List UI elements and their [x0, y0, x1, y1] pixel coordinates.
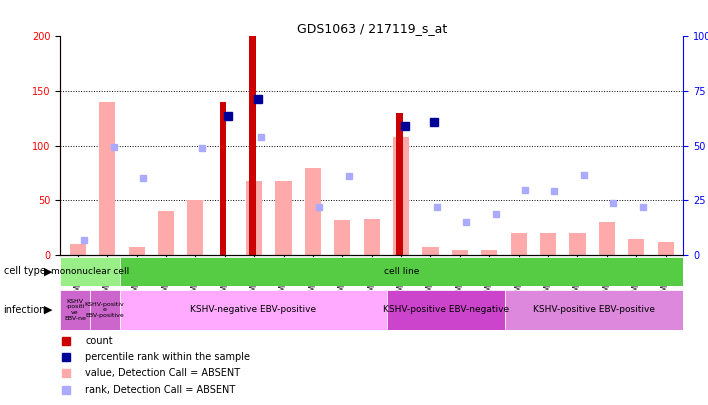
- Bar: [452, 249, 468, 255]
- Bar: [188, 200, 203, 255]
- Text: ▶: ▶: [44, 266, 52, 276]
- Bar: [393, 137, 409, 255]
- Bar: [129, 247, 144, 255]
- Bar: [481, 249, 497, 255]
- Bar: [60, 257, 120, 286]
- Title: GDS1063 / 217119_s_at: GDS1063 / 217119_s_at: [297, 22, 447, 35]
- Bar: [423, 247, 438, 255]
- Text: KSHV
-positi
ve
EBV-ne: KSHV -positi ve EBV-ne: [64, 298, 86, 321]
- Text: value, Detection Call = ABSENT: value, Detection Call = ABSENT: [85, 369, 240, 378]
- Text: count: count: [85, 336, 113, 346]
- Bar: [120, 290, 387, 330]
- Bar: [387, 290, 506, 330]
- Bar: [628, 239, 644, 255]
- Bar: [506, 290, 683, 330]
- Bar: [90, 290, 120, 330]
- Bar: [60, 290, 90, 330]
- Bar: [510, 233, 527, 255]
- Bar: [396, 113, 403, 255]
- Bar: [158, 211, 174, 255]
- Text: KSHV-positive EBV-positive: KSHV-positive EBV-positive: [533, 305, 655, 314]
- Bar: [364, 219, 379, 255]
- Bar: [569, 233, 586, 255]
- Bar: [334, 220, 350, 255]
- Bar: [249, 36, 256, 255]
- Text: infection: infection: [4, 305, 46, 315]
- Bar: [69, 244, 86, 255]
- Text: cell type: cell type: [4, 266, 45, 276]
- Bar: [219, 102, 227, 255]
- Bar: [99, 102, 115, 255]
- Bar: [540, 233, 556, 255]
- Text: rank, Detection Call = ABSENT: rank, Detection Call = ABSENT: [85, 385, 235, 394]
- Text: KSHV-negative EBV-positive: KSHV-negative EBV-positive: [190, 305, 316, 314]
- Bar: [246, 181, 262, 255]
- Bar: [305, 168, 321, 255]
- Bar: [658, 242, 674, 255]
- Bar: [275, 181, 292, 255]
- Text: ▶: ▶: [44, 305, 52, 315]
- Text: percentile rank within the sample: percentile rank within the sample: [85, 352, 250, 362]
- Text: cell line: cell line: [384, 267, 419, 276]
- Text: KSHV-positive EBV-negative: KSHV-positive EBV-negative: [383, 305, 509, 314]
- Text: mononuclear cell: mononuclear cell: [51, 267, 129, 276]
- Text: KSHV-positiv
e
EBV-positive: KSHV-positiv e EBV-positive: [85, 302, 125, 318]
- Bar: [599, 222, 615, 255]
